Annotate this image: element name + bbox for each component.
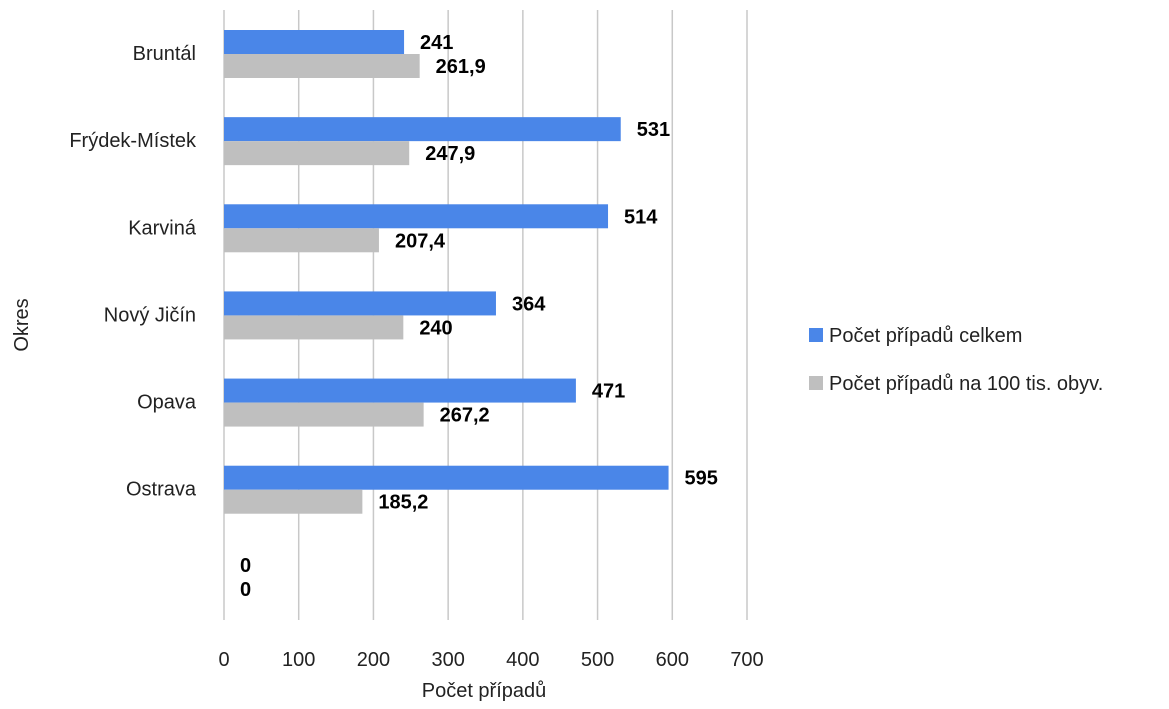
- bar-s1-2: [224, 228, 379, 253]
- data-label-s0-0: 241: [420, 32, 453, 54]
- x-axis-title: Počet případů: [422, 680, 547, 702]
- y-axis-title: Okres: [11, 298, 33, 351]
- data-label-s1-6: 0: [240, 579, 251, 601]
- data-label-s1-0: 261,9: [436, 56, 486, 78]
- bar-s1-1: [224, 141, 410, 166]
- x-tick-label-400: 400: [506, 649, 539, 671]
- data-label-s1-4: 267,2: [440, 405, 490, 427]
- data-label-s1-2: 207,4: [395, 230, 446, 252]
- data-label-s0-2: 514: [624, 206, 658, 228]
- category-label-1: Frýdek-Místek: [69, 130, 197, 152]
- x-tick-labels: 0 100 200 300 400 500 600 700: [218, 649, 763, 671]
- category-label-5: Ostrava: [126, 479, 197, 501]
- x-tick-label-100: 100: [282, 649, 315, 671]
- bar-s0-4: [224, 378, 576, 403]
- x-tick-label-600: 600: [656, 649, 689, 671]
- legend-swatch-1: [809, 376, 823, 390]
- data-labels: 241 531 514 364 471 595 0 261,9 247,9 207,4 240 267…: [240, 32, 718, 601]
- legend-label-1: Počet případů na 100 tis. obyv.: [829, 373, 1103, 395]
- category-label-2: Karviná: [128, 217, 197, 239]
- bar-s0-5: [224, 465, 669, 490]
- legend-swatch-0: [809, 328, 823, 342]
- bar-s1-3: [224, 315, 404, 340]
- bar-s1-0: [224, 54, 420, 78]
- legend: Počet případů celkem Počet případů na 100…: [809, 325, 1103, 395]
- data-label-s1-1: 247,9: [425, 143, 475, 165]
- bar-s1-4: [224, 402, 424, 427]
- bar-s1-5: [224, 489, 363, 514]
- data-label-s0-1: 531: [637, 119, 670, 141]
- bar-s0-1: [224, 117, 621, 142]
- bars: [224, 30, 669, 514]
- data-label-s0-6: 0: [240, 555, 251, 577]
- legend-label-0: Počet případů celkem: [829, 325, 1022, 347]
- data-label-s0-4: 471: [592, 381, 625, 403]
- data-label-s0-3: 364: [512, 293, 546, 315]
- category-labels: Bruntál Frýdek-Místek Karviná Nový Jičín Opa…: [69, 43, 197, 501]
- bar-s0-2: [224, 204, 609, 229]
- x-tick-label-700: 700: [730, 649, 763, 671]
- x-tick-label-0: 0: [218, 649, 229, 671]
- category-label-4: Opava: [137, 392, 197, 414]
- category-label-0: Bruntál: [133, 43, 196, 65]
- x-tick-label-200: 200: [357, 649, 390, 671]
- bar-s0-3: [224, 291, 496, 316]
- x-tick-label-500: 500: [581, 649, 614, 671]
- category-label-3: Nový Jičín: [104, 304, 196, 326]
- data-label-s0-5: 595: [685, 468, 718, 490]
- bar-s0-0: [224, 30, 405, 54]
- data-label-s1-5: 185,2: [378, 492, 428, 514]
- data-label-s1-3: 240: [419, 317, 452, 339]
- x-tick-label-300: 300: [431, 649, 464, 671]
